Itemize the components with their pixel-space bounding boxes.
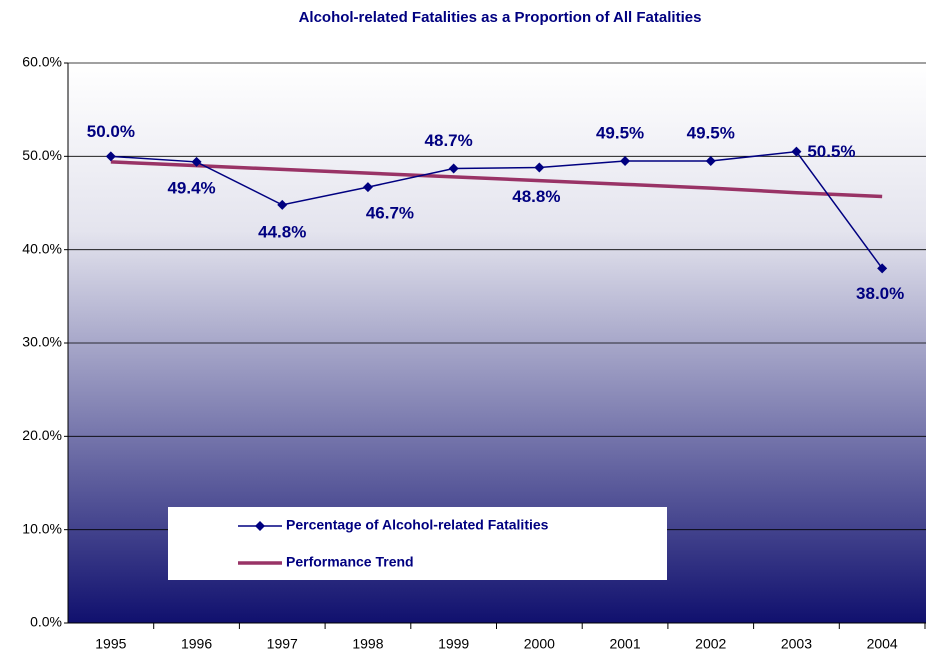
point-marker <box>105 151 116 162</box>
data-label: 44.8% <box>258 222 306 241</box>
point-marker <box>534 162 545 173</box>
x-tick-label: 2002 <box>695 636 726 652</box>
y-tick-label: 40.0% <box>22 240 62 256</box>
y-tick-label: 20.0% <box>22 427 62 443</box>
point-marker <box>877 263 888 274</box>
y-tick-label: 60.0% <box>22 54 62 70</box>
x-tick-label: 2003 <box>781 636 812 652</box>
data-label: 50.0% <box>87 122 135 141</box>
point-marker <box>705 156 716 166</box>
data-label: 48.7% <box>425 131 473 150</box>
x-tick-label: 2001 <box>609 636 640 652</box>
data-label: 38.0% <box>856 284 904 303</box>
data-label: 48.8% <box>512 187 560 206</box>
y-tick-label: 50.0% <box>22 147 62 163</box>
legend-label: Performance Trend <box>286 554 414 570</box>
data-label: 50.5% <box>807 142 855 161</box>
y-tick-label: 10.0% <box>22 520 62 536</box>
x-tick-label: 2000 <box>524 636 555 652</box>
data-label: 49.5% <box>687 123 735 142</box>
x-tick-label: 1996 <box>181 636 212 652</box>
x-tick-label: 1999 <box>438 636 469 652</box>
legend-box <box>168 507 667 580</box>
chart-title: Alcohol-related Fatalities as a Proporti… <box>299 9 702 26</box>
x-tick-label: 1995 <box>95 636 126 652</box>
y-tick-label: 0.0% <box>30 614 62 630</box>
x-tick-label: 1998 <box>352 636 383 652</box>
data-line <box>110 150 883 269</box>
x-tick-label: 2004 <box>867 636 898 652</box>
data-label: 49.4% <box>167 178 215 197</box>
trend-line <box>110 160 883 199</box>
legend-marker <box>255 521 265 531</box>
point-marker <box>277 199 288 210</box>
point-marker <box>448 163 459 174</box>
y-tick-label: 30.0% <box>22 334 62 350</box>
legend-label: Percentage of Alcohol-related Fatalities <box>286 517 549 533</box>
data-label: 46.7% <box>366 204 414 223</box>
point-marker <box>191 156 202 167</box>
point-marker <box>362 182 373 193</box>
point-marker <box>620 156 631 166</box>
data-label: 49.5% <box>596 123 644 142</box>
point-marker <box>791 146 802 157</box>
x-tick-label: 1997 <box>267 636 298 652</box>
